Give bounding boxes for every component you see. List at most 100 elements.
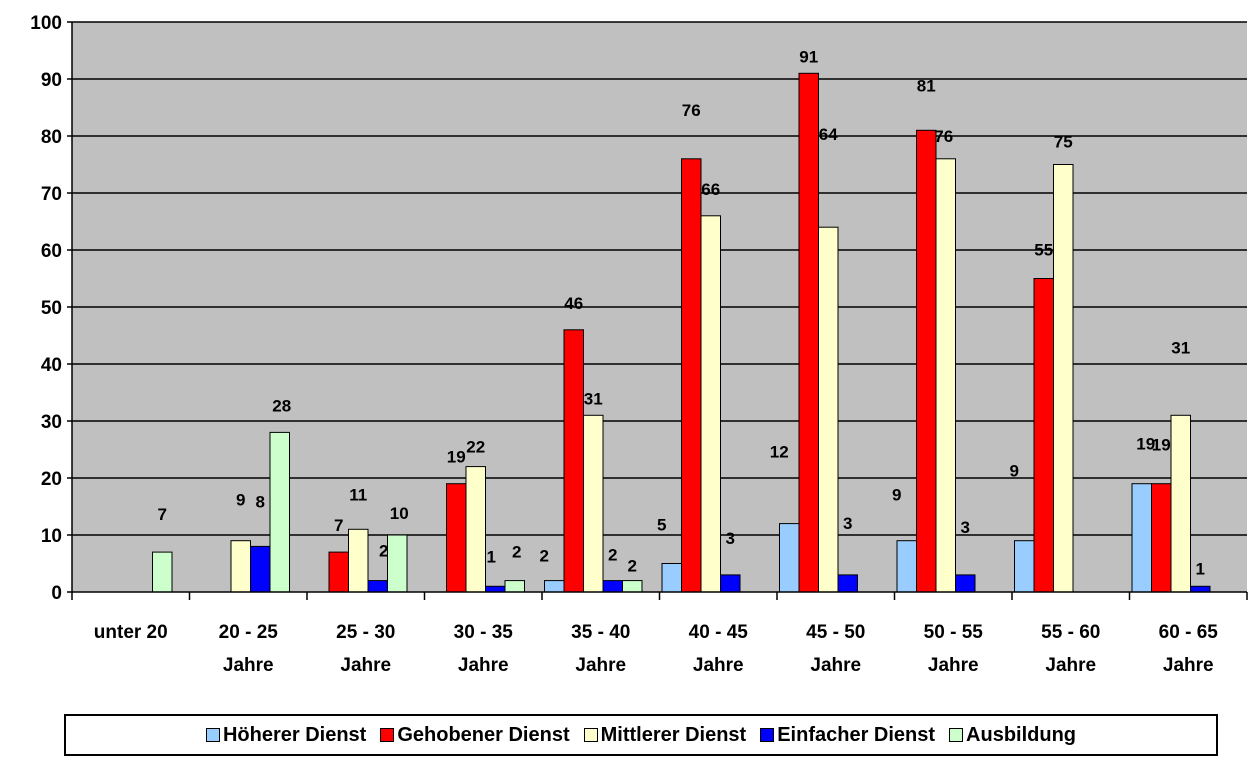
legend-swatch [205,728,220,742]
bar-ausbildung [387,534,408,593]
data-label: 2 [608,546,617,565]
category-label: Jahre [458,655,509,676]
data-label: 28 [272,396,291,415]
data-label: 81 [917,76,936,95]
bar-gehobener-dienst [1033,278,1054,593]
bar-mittlerer-dienst [935,158,956,593]
bar-gehobener-dienst [563,329,584,593]
category-label: 60 - 65 [1159,622,1219,643]
bar-gehobener-dienst [916,129,937,593]
data-label: 1 [1196,559,1205,578]
legend-item: Ausbildung [949,724,1076,747]
data-label: 9 [236,491,245,510]
legend-label: Ausbildung [966,723,1077,746]
bar-einfacher-dienst [485,585,506,593]
category-label: Jahre [693,655,744,676]
category-label: 35 - 40 [571,622,630,643]
data-label: 12 [770,443,789,462]
legend-label: Mittlerer Dienst [600,723,747,746]
bar-mittlerer-dienst [1053,164,1074,593]
data-label: 75 [1054,133,1073,152]
legend-item: Gehobener Dienst [380,723,570,747]
bar-einfacher-dienst [602,580,623,593]
data-label: 19 [1152,436,1171,455]
category-label: Jahre [810,655,861,676]
bar-mittlerer-dienst [700,215,721,593]
data-label: 2 [540,547,549,566]
data-label: 2 [512,543,521,562]
y-tick-label: 90 [41,70,62,91]
bar-ausbildung [152,551,173,593]
bar-h-herer-dienst [544,580,565,593]
data-label: 55 [1034,241,1053,260]
category-label: Jahre [1163,655,1214,676]
bar-gehobener-dienst [446,483,467,593]
data-label: 46 [564,294,583,313]
bar-einfacher-dienst [720,574,741,593]
legend: Höherer Dienst Gehobener Dienst Mittlerer … [64,714,1218,756]
legend-swatch [949,728,964,742]
x-axis-labels: unter 20 20 - 25 Jahre 25 - 30 Jahre 30 - 35 J… [94,622,1218,676]
category-label: 50 - 55 [924,622,984,643]
bar-gehobener-dienst [328,551,349,593]
bar-h-herer-dienst [896,540,917,593]
category-label: 55 - 60 [1041,622,1100,643]
legend-label: Gehobener Dienst [397,723,570,746]
data-label: 7 [334,516,343,535]
category-label: Jahre [340,655,391,676]
data-label: 10 [390,504,409,523]
category-label: 25 - 30 [336,622,395,643]
legend-label: Einfacher Dienst [777,723,936,746]
bar-h-herer-dienst [779,523,800,593]
category-label: Jahre [223,655,274,676]
bar-mittlerer-dienst [230,540,251,593]
data-label: 76 [934,127,953,146]
data-label: 76 [682,101,701,120]
bar-einfacher-dienst [837,574,858,593]
category-label: 20 - 25 [219,622,279,643]
y-tick-label: 100 [30,13,62,34]
legend-swatch [760,728,775,742]
data-label: 7 [158,505,167,524]
data-label: 2 [379,542,388,561]
legend-label: Höherer Dienst [222,723,367,746]
y-tick-label: 30 [41,412,62,433]
data-label: 66 [701,180,720,199]
y-tick-label: 60 [41,241,62,262]
bar-h-herer-dienst [1131,483,1152,593]
category-label: 30 - 35 [454,622,514,643]
data-label: 3 [726,529,735,548]
data-label: 9 [892,486,901,505]
bar-mittlerer-dienst [818,226,839,593]
legend-item: Einfacher Dienst [760,724,935,747]
y-tick-label: 0 [51,583,62,604]
bar-h-herer-dienst [661,563,682,593]
data-label: 31 [1171,338,1190,357]
legend-item: Mittlerer Dienst [583,723,747,747]
y-tick-label: 70 [41,184,62,205]
y-tick-label: 20 [41,469,62,490]
legend-item: Höherer Dienst [205,723,367,747]
data-label: 1 [487,547,496,566]
bar-gehobener-dienst [798,72,819,593]
data-label: 31 [584,389,603,408]
category-label: Jahre [1045,655,1096,676]
category-label: unter 20 [94,622,168,643]
data-label: 9 [1010,462,1019,481]
bar-ausbildung [622,580,643,593]
data-label: 11 [349,485,367,504]
category-label: 45 - 50 [806,622,865,643]
data-label: 22 [466,438,485,457]
y-tick-label: 10 [41,526,62,547]
category-label: Jahre [928,655,979,676]
data-label: 19 [447,448,466,467]
bar-gehobener-dienst [1151,483,1172,593]
gridlines [72,21,1247,536]
data-label: 5 [657,516,666,535]
bar-ausbildung [504,580,525,593]
bar-einfacher-dienst [1190,585,1211,593]
bar-mittlerer-dienst [1170,414,1191,593]
data-label: 2 [628,557,637,576]
bar-chart: 0 10 20 30 40 50 60 70 80 90 100 unter 20 20 - 25 Ja… [30,13,1248,676]
bar-mittlerer-dienst [348,528,369,593]
